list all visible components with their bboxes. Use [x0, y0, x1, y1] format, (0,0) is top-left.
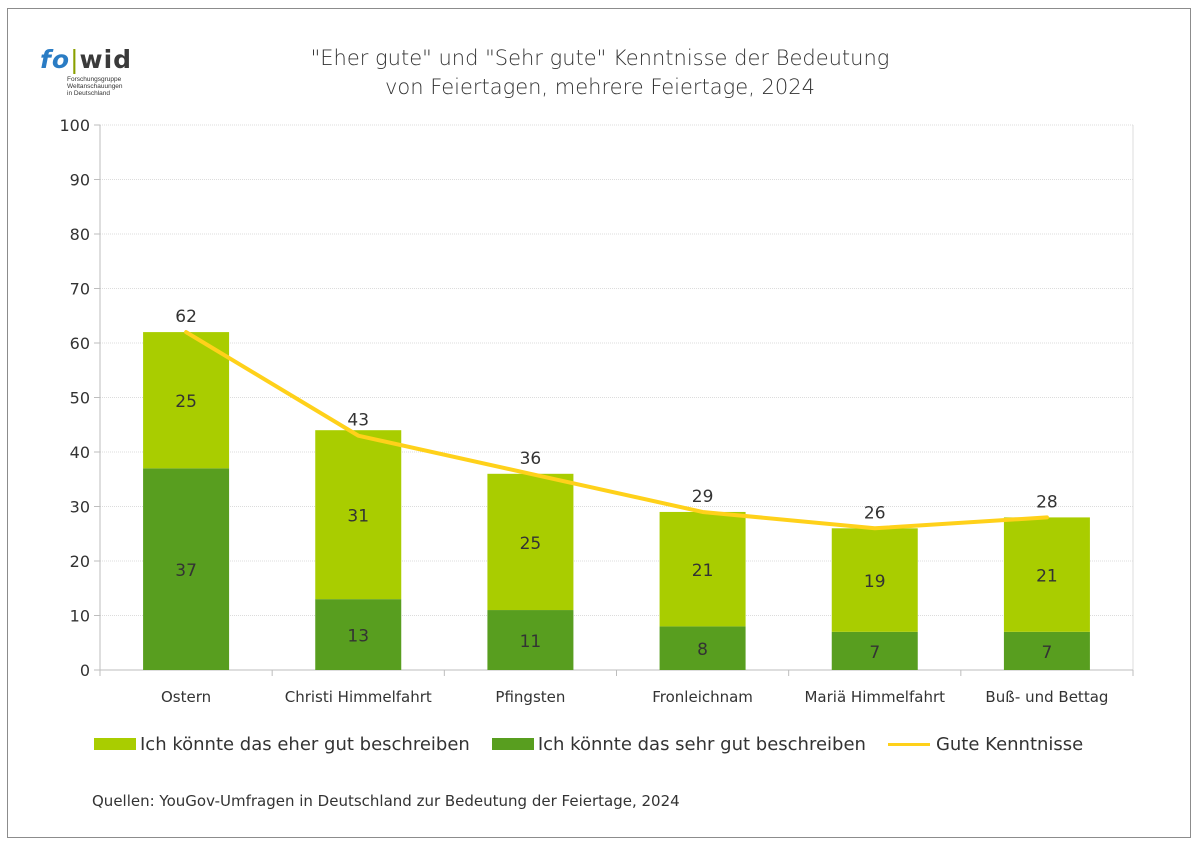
legend-item-sehr-gut: Ich könnte das sehr gut beschreiben	[491, 733, 866, 755]
bar-label-0-4: 7	[869, 643, 880, 663]
chart-title-line-1: "Eher gute" und "Sehr gute" Kenntnisse d…	[310, 46, 890, 70]
bar-0-0	[143, 468, 230, 670]
y-tick-label-70: 70	[70, 280, 90, 299]
bar-label-0-5: 7	[1042, 643, 1053, 663]
x-tick-label-4: Mariä Himmelfahrt	[804, 688, 945, 706]
bar-1-3	[659, 511, 746, 627]
grid-lines	[100, 124, 1134, 670]
bar-label-0-3: 8	[697, 640, 708, 660]
bar-label-1-4: 19	[864, 572, 886, 592]
legend-item-eher-gut: Ich könnte das eher gut beschreiben	[94, 734, 470, 755]
y-tick-label-50: 50	[70, 389, 90, 408]
x-tick-label-3: Fronleichnam	[652, 688, 753, 706]
bar-1-5	[1003, 517, 1090, 632]
legend-label-gute-kenntnisse: Gute Kenntnisse	[935, 733, 1084, 755]
line-label-3: 29	[692, 487, 714, 507]
y-tick-label-90: 90	[70, 171, 90, 190]
legend-label-eher-gut: Ich könnte das eher gut beschreiben	[140, 733, 470, 755]
y-tick-label-80: 80	[70, 225, 90, 244]
axes: 0 10 20 30 40 50 60 70 80 90 100 Ostern Christi Himm…	[59, 116, 1134, 706]
bar-0-4	[831, 631, 918, 670]
data-labels: 37 25 13 31 11 25 8 21 7 19 7 21 62 43 36 29 26 28	[175, 307, 1057, 663]
bar-1-0	[143, 332, 230, 469]
x-tick-label-2: Pfingsten	[495, 688, 565, 706]
bar-1-1	[315, 430, 402, 600]
line-gute-kenntnisse	[184, 330, 1049, 531]
bar-label-1-0: 25	[175, 392, 197, 412]
line-label-1: 43	[347, 411, 369, 431]
legend-swatch-eher-gut	[94, 738, 136, 750]
x-tick-label-5: Buß- und Bettag	[985, 688, 1108, 706]
y-tick-label-30: 30	[70, 498, 90, 517]
bar-0-5	[1003, 631, 1090, 670]
legend-swatch-sehr-gut	[491, 738, 534, 750]
bars	[143, 332, 1090, 670]
logo-subtitle: Forschungsgruppe Weltanschauungen in Deu…	[67, 76, 123, 97]
bar-1-4	[831, 528, 918, 632]
chart-title: "Eher gute" und "Sehr gute" Kenntnisse d…	[220, 44, 980, 102]
legend: Ich könnte das eher gut beschreiben Ich …	[94, 730, 1105, 758]
line-label-2: 36	[520, 449, 542, 469]
bar-label-0-1: 13	[347, 627, 369, 647]
bar-label-0-0: 37	[175, 561, 197, 581]
x-tick-label-0: Ostern	[161, 688, 211, 706]
y-tick-label-100: 100	[59, 116, 90, 135]
source-note: Quellen: YouGov-Umfragen in Deutschland …	[92, 792, 680, 810]
bar-label-1-2: 25	[520, 534, 542, 554]
legend-swatch-gute-kenntnisse	[887, 742, 930, 746]
chart-title-line-2: von Feiertagen, mehrere Feiertage, 2024	[385, 75, 815, 99]
bar-label-1-5: 21	[1036, 567, 1058, 587]
bar-0-3	[659, 626, 746, 670]
line-label-4: 26	[864, 503, 886, 523]
fowid-logo: fo|wid Forschungsgruppe Weltanschauungen…	[40, 46, 150, 106]
legend-label-sehr-gut: Ich könnte das sehr gut beschreiben	[537, 733, 866, 755]
y-tick-label-40: 40	[70, 443, 90, 462]
y-tick-label-0: 0	[80, 661, 90, 680]
y-tick-label-60: 60	[70, 334, 90, 353]
y-tick-label-20: 20	[70, 552, 90, 571]
bar-label-1-3: 21	[692, 561, 714, 581]
bar-0-2	[487, 610, 574, 670]
total-line	[184, 330, 1049, 531]
legend-item-gute-kenntnisse: Gute Kenntnisse	[887, 733, 1084, 755]
logo-wordmark: fo|wid	[40, 45, 133, 74]
bar-label-1-1: 31	[347, 507, 369, 527]
y-tick-label-10: 10	[70, 607, 90, 626]
line-label-5: 28	[1036, 492, 1058, 512]
x-tick-label-1: Christi Himmelfahrt	[285, 688, 432, 706]
bar-0-1	[315, 599, 402, 670]
bar-1-2	[487, 473, 574, 611]
line-label-0: 62	[175, 307, 197, 327]
bar-label-0-2: 11	[520, 632, 542, 652]
